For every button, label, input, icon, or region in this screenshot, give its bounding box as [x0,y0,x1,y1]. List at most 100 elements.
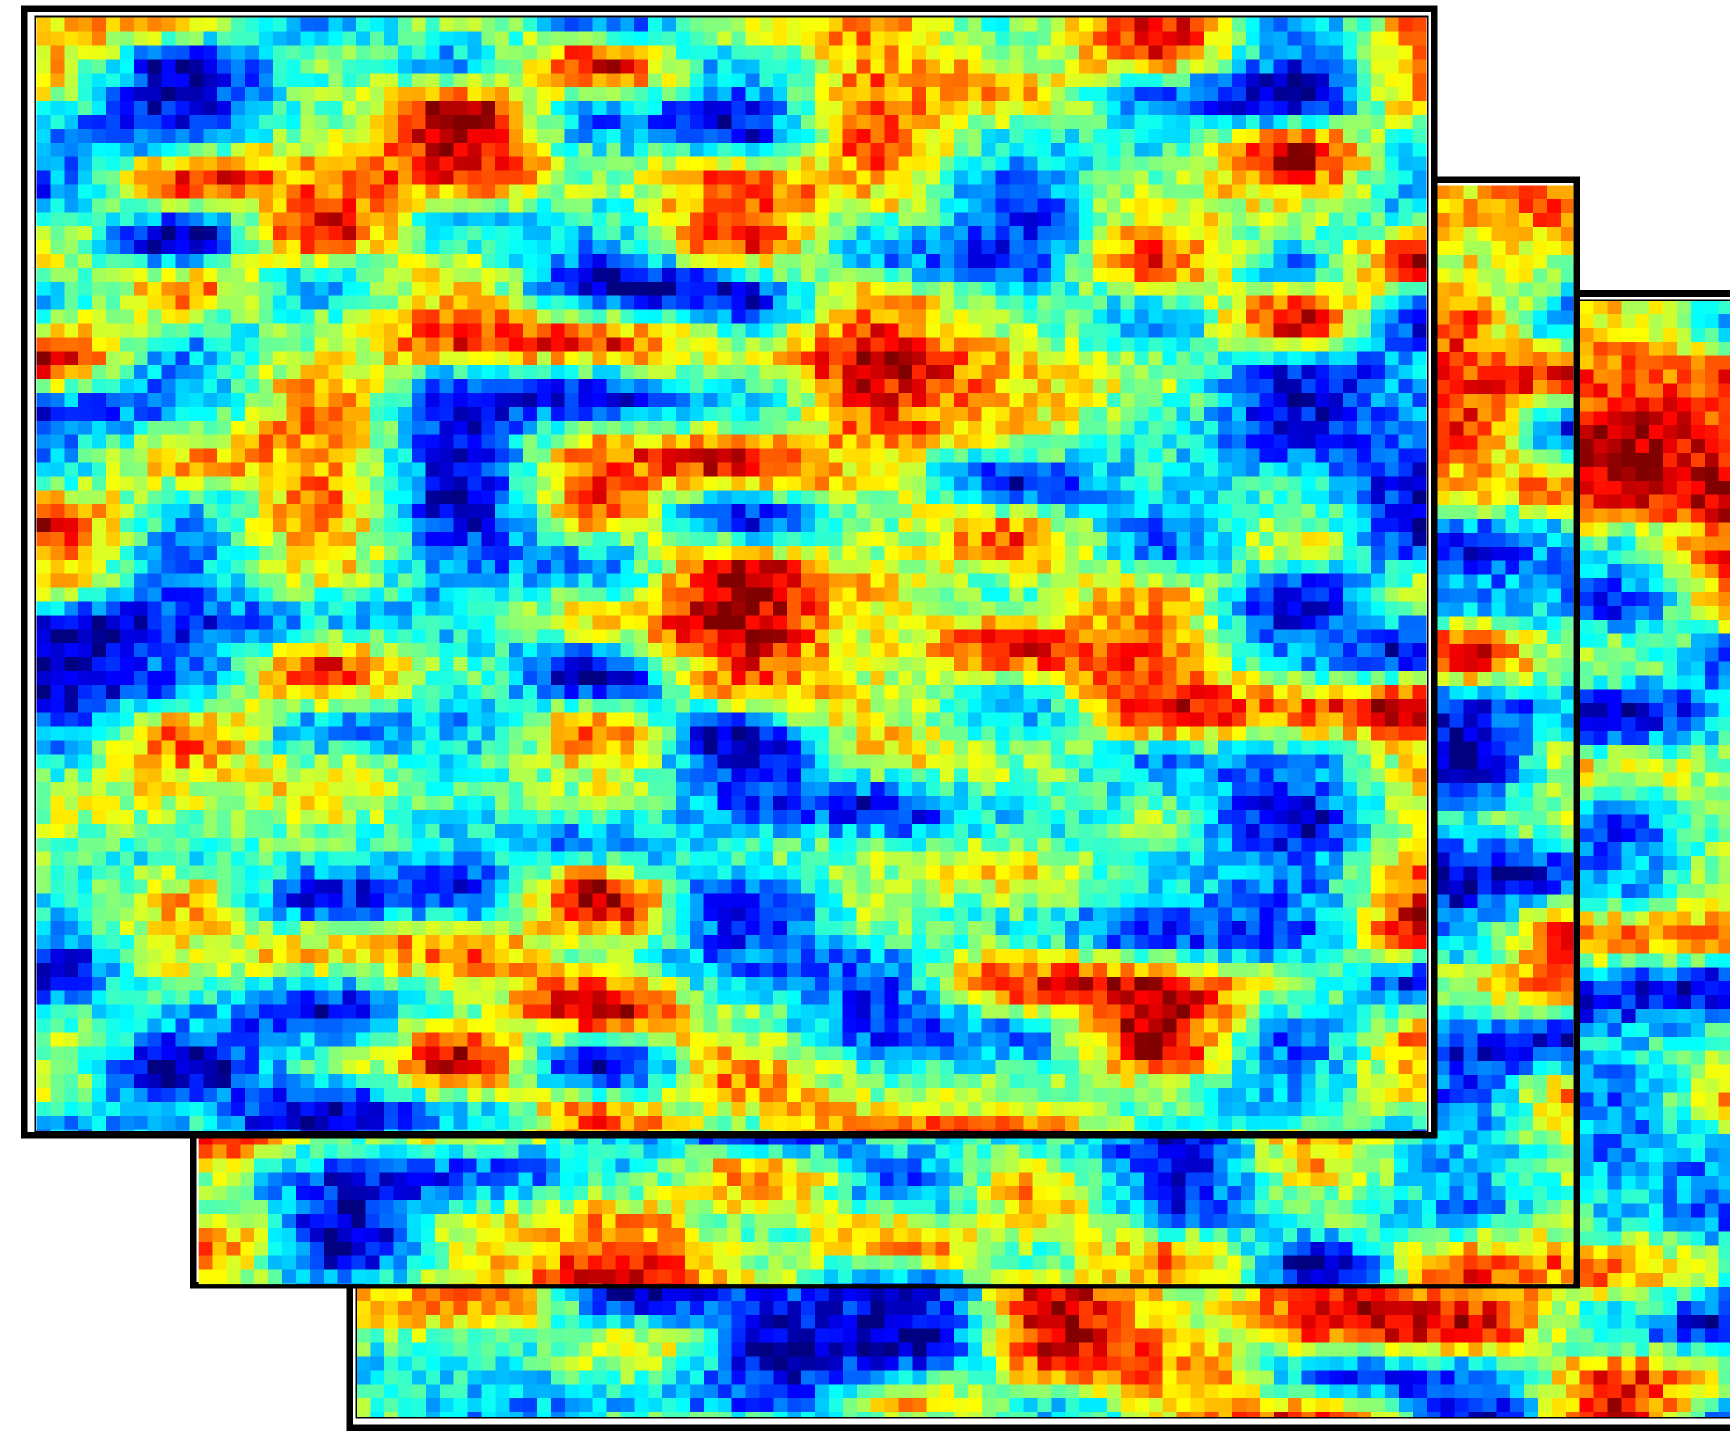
heatmap-cell [1649,536,1664,551]
heatmap-cell [1676,744,1692,760]
heatmap-cell [1593,591,1609,607]
heatmap-cell [1704,703,1720,718]
heatmap-cell [1649,939,1664,955]
heatmap-cell [1704,675,1720,690]
heatmap-cell [1635,870,1650,885]
heatmap-cell [1690,355,1706,371]
heatmap-cell [1635,411,1650,426]
heatmap-cell [1607,814,1623,829]
heatmap-cell [1690,439,1706,454]
heatmap-cell [1593,550,1609,565]
heatmap-cell [1704,953,1720,968]
heatmap-cell [1676,703,1692,718]
heatmap-cell [1607,369,1623,385]
heatmap-cell [1635,897,1650,913]
heatmap-cell [1621,911,1636,927]
heatmap-cell [1663,439,1678,454]
heatmap-cell [1649,717,1664,732]
heatmap-cell [1593,828,1609,843]
heatmap-cell [1593,300,1609,315]
heatmap-cell [1579,411,1595,426]
heatmap-cell [1621,758,1636,774]
heatmap-cell [1649,480,1664,496]
heatmap-cell [1649,425,1664,440]
heatmap-cell [1649,689,1664,704]
heatmap-cell [1649,731,1664,746]
heatmap-cell [1690,814,1706,829]
heatmap-cell [1635,731,1650,746]
heatmap-cell [1635,439,1650,454]
heatmap-cell [1607,355,1623,371]
heatmap-cell [1690,842,1706,857]
heatmap-cell [1593,856,1609,871]
heatmap-cell [1593,605,1609,621]
heatmap-cell [1690,870,1706,885]
heatmap-cell [1676,313,1692,329]
heatmap-cell [1607,786,1623,802]
heatmap-cell [1676,925,1692,941]
heatmap-cell [1649,786,1664,802]
heatmap-cell [1607,494,1623,510]
heatmap-cell [1635,619,1650,635]
heatmap-cell [1663,633,1678,649]
heatmap-cell [1718,508,1730,524]
heatmap-cell [1649,703,1664,718]
heatmap-cell [1676,800,1692,816]
heatmap-cell [1579,689,1595,704]
heatmap-cell [1607,508,1623,524]
heatmap-cell [1593,786,1609,802]
heatmap-cell [1676,731,1692,746]
heatmap-cell [1579,536,1595,551]
heatmap-cell [1676,300,1692,315]
heatmap-cell [1690,856,1706,871]
heatmap-cell [1579,717,1595,732]
heatmap-cell [1718,856,1730,871]
heatmap-cell [1621,744,1636,760]
heatmap-cell [1649,369,1664,385]
heatmap-cell [1663,925,1678,941]
heatmap-cell [1607,744,1623,760]
heatmap-cell [1704,883,1720,899]
heatmap-cell [1593,619,1609,635]
heatmap-cell [1676,480,1692,496]
heatmap-cell [1593,897,1609,913]
heatmap-cell [1593,508,1609,524]
heatmap-cell [1676,689,1692,704]
heatmap-cell [1607,703,1623,718]
heatmap-cell [1635,856,1650,871]
heatmap-cell [1607,439,1623,454]
heatmap-cell [1676,633,1692,649]
heatmap-cell [1649,619,1664,635]
heatmap-cell [1663,883,1678,899]
heatmap-cell [1593,911,1609,927]
heatmap-cell [1663,313,1678,329]
heatmap-cell [1649,397,1664,412]
heatmap-cell [1676,842,1692,857]
heatmap-cell [1663,536,1678,551]
heatmap-cell [1579,341,1595,357]
heatmap-cell [1635,591,1650,607]
heatmap-cell [1676,522,1692,538]
heatmap-cell [1663,856,1678,871]
heatmap-cell [1663,717,1678,732]
heatmap-cell [1579,619,1595,635]
heatmap-cell [1704,591,1720,607]
heatmap-cell [1676,758,1692,774]
heatmap-cell [1593,744,1609,760]
heatmap-cell [1663,939,1678,955]
heatmap-cell [1593,480,1609,496]
heatmap-cell [1579,897,1595,913]
heatmap-cell [1635,425,1650,440]
heatmap-cell [1690,522,1706,538]
heatmap-cell [1607,564,1623,579]
heatmap-cell [1579,480,1595,496]
heatmap-cell [1635,717,1650,732]
heatmap-cell [1704,911,1720,927]
heatmap-cell [1593,717,1609,732]
heatmap-cell [1579,591,1595,607]
heatmap-cell [1663,758,1678,774]
heatmap-cell [1607,758,1623,774]
heatmap-cell [1635,383,1650,399]
heatmap-cell [1607,578,1623,593]
heatmap-cell [1635,911,1650,927]
